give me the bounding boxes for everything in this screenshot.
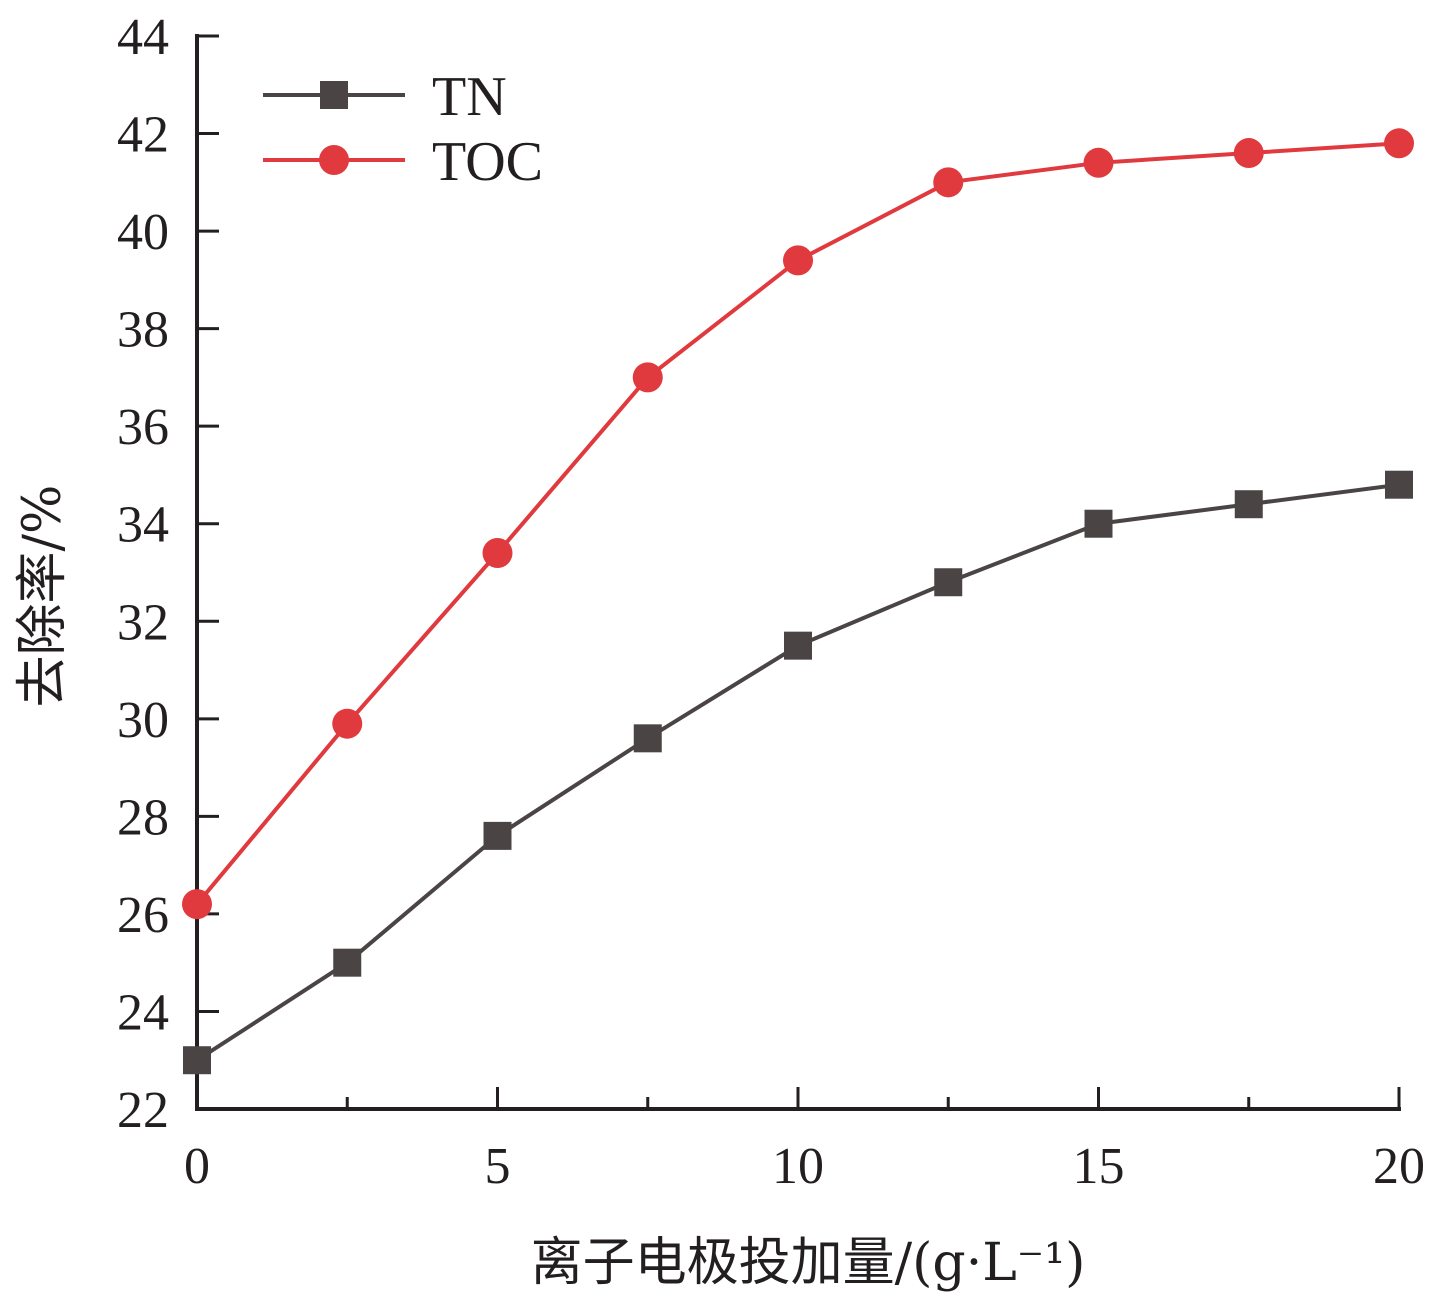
y-tick-label: 30 bbox=[117, 692, 169, 749]
data-point-toc bbox=[182, 889, 212, 920]
data-point-tn bbox=[934, 568, 963, 597]
data-point-tn bbox=[784, 631, 812, 660]
y-tick-label: 34 bbox=[117, 497, 169, 554]
legend-label-toc: TOC bbox=[432, 131, 543, 193]
legend-label-tn: TN bbox=[432, 66, 507, 128]
y-tick-label: 44 bbox=[117, 9, 169, 66]
data-point-toc bbox=[1384, 128, 1414, 159]
series-line-tn bbox=[195, 482, 1400, 1062]
data-point-toc bbox=[1233, 138, 1264, 169]
data-point-toc bbox=[783, 245, 813, 276]
series-layer bbox=[182, 128, 1414, 1075]
series-toc bbox=[182, 128, 1414, 920]
data-point-tn bbox=[1084, 509, 1113, 538]
data-point-toc bbox=[1083, 147, 1114, 178]
data-point-toc bbox=[933, 167, 964, 198]
data-point-tn bbox=[1385, 470, 1413, 499]
y-tick-label: 38 bbox=[117, 302, 169, 359]
x-tick-label: 15 bbox=[1073, 1138, 1125, 1195]
y-tick-label: 40 bbox=[117, 204, 169, 261]
legend-marker-tn bbox=[320, 81, 348, 109]
y-axis-title: 去除率/% bbox=[13, 485, 73, 708]
x-axis-title: 离子电极投加量/(g·L⁻¹) bbox=[531, 1233, 1086, 1293]
y-tick-label: 36 bbox=[117, 399, 169, 456]
data-point-toc bbox=[632, 362, 663, 393]
x-tick-label: 20 bbox=[1373, 1138, 1425, 1195]
legend-marker-toc bbox=[319, 145, 349, 175]
y-tick-label: 32 bbox=[117, 594, 169, 651]
x-tick-label: 0 bbox=[184, 1138, 210, 1195]
data-point-toc bbox=[482, 537, 513, 568]
y-tick-label: 24 bbox=[117, 984, 169, 1041]
y-tick-label: 22 bbox=[117, 1082, 169, 1139]
x-tick-label: 10 bbox=[772, 1138, 824, 1195]
y-tick-label: 28 bbox=[117, 789, 169, 846]
y-tick-label: 26 bbox=[117, 887, 169, 944]
series-tn bbox=[183, 470, 1413, 1075]
legend-item-tn: TN bbox=[263, 66, 507, 128]
legend-item-toc: TOC bbox=[263, 131, 543, 193]
y-axis-ticks: 22 24 26 28 30 32 34 36 38 40 42 44 bbox=[117, 9, 219, 1139]
x-tick-label: 5 bbox=[485, 1138, 511, 1195]
data-point-tn bbox=[183, 1046, 211, 1075]
data-point-tn bbox=[633, 724, 662, 753]
y-tick-label: 42 bbox=[117, 107, 169, 164]
data-point-tn bbox=[483, 821, 512, 850]
x-axis-ticks: 0 5 10 15 20 bbox=[184, 1087, 1425, 1195]
axes bbox=[195, 34, 1401, 1111]
data-point-tn bbox=[333, 948, 362, 977]
data-point-toc bbox=[332, 708, 363, 739]
data-point-tn bbox=[1234, 490, 1263, 519]
